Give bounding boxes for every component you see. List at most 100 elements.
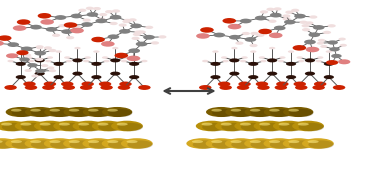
Ellipse shape: [242, 32, 250, 35]
Ellipse shape: [4, 85, 17, 90]
Ellipse shape: [25, 69, 32, 72]
Ellipse shape: [250, 109, 260, 112]
Ellipse shape: [69, 109, 79, 112]
Ellipse shape: [92, 121, 124, 131]
Ellipse shape: [23, 54, 31, 57]
Ellipse shape: [118, 123, 143, 131]
Ellipse shape: [59, 24, 67, 27]
Ellipse shape: [63, 138, 95, 149]
Ellipse shape: [81, 22, 93, 27]
Ellipse shape: [0, 41, 4, 46]
Ellipse shape: [15, 62, 26, 66]
Ellipse shape: [0, 121, 27, 131]
Ellipse shape: [61, 82, 73, 86]
Ellipse shape: [250, 140, 261, 143]
Ellipse shape: [119, 82, 132, 86]
Ellipse shape: [70, 28, 84, 33]
Ellipse shape: [288, 109, 299, 112]
Ellipse shape: [284, 20, 296, 25]
Ellipse shape: [21, 47, 33, 51]
Ellipse shape: [338, 59, 350, 64]
Ellipse shape: [297, 56, 303, 59]
Ellipse shape: [206, 107, 236, 117]
Ellipse shape: [11, 140, 22, 143]
Ellipse shape: [212, 109, 236, 117]
Ellipse shape: [43, 82, 56, 86]
Ellipse shape: [55, 15, 66, 20]
Ellipse shape: [318, 39, 325, 42]
Ellipse shape: [44, 138, 76, 149]
Ellipse shape: [15, 75, 26, 79]
Ellipse shape: [266, 8, 274, 11]
Ellipse shape: [64, 22, 77, 28]
Ellipse shape: [98, 123, 124, 131]
Ellipse shape: [212, 140, 237, 149]
Ellipse shape: [54, 75, 64, 79]
Ellipse shape: [263, 138, 295, 149]
Ellipse shape: [285, 10, 293, 14]
Ellipse shape: [317, 56, 323, 59]
Ellipse shape: [259, 123, 270, 126]
Ellipse shape: [89, 109, 113, 117]
Ellipse shape: [34, 58, 45, 62]
Ellipse shape: [320, 45, 328, 48]
Ellipse shape: [308, 140, 319, 143]
Ellipse shape: [115, 53, 128, 58]
Ellipse shape: [25, 107, 55, 117]
Ellipse shape: [274, 26, 285, 30]
Ellipse shape: [218, 82, 230, 86]
Ellipse shape: [25, 85, 37, 90]
Ellipse shape: [238, 82, 251, 86]
Ellipse shape: [259, 56, 265, 59]
Ellipse shape: [273, 7, 282, 11]
Ellipse shape: [291, 9, 299, 12]
Ellipse shape: [99, 13, 107, 16]
Ellipse shape: [229, 35, 241, 40]
Ellipse shape: [221, 123, 232, 126]
Ellipse shape: [251, 140, 276, 149]
Ellipse shape: [228, 24, 242, 29]
Ellipse shape: [293, 45, 306, 51]
Ellipse shape: [31, 109, 55, 117]
Ellipse shape: [123, 19, 131, 22]
Ellipse shape: [331, 54, 342, 58]
Ellipse shape: [248, 75, 259, 79]
Ellipse shape: [46, 27, 57, 32]
Ellipse shape: [102, 138, 133, 149]
Ellipse shape: [270, 140, 295, 149]
Ellipse shape: [240, 123, 251, 126]
Ellipse shape: [52, 34, 60, 37]
Ellipse shape: [215, 121, 247, 131]
Ellipse shape: [60, 123, 85, 131]
Ellipse shape: [12, 140, 37, 149]
Ellipse shape: [256, 34, 265, 37]
Ellipse shape: [48, 49, 56, 52]
Ellipse shape: [329, 47, 340, 51]
Ellipse shape: [267, 58, 277, 62]
Ellipse shape: [31, 74, 39, 77]
Ellipse shape: [158, 35, 166, 38]
Ellipse shape: [260, 60, 266, 62]
Ellipse shape: [313, 25, 325, 30]
Ellipse shape: [0, 138, 18, 149]
Ellipse shape: [234, 121, 266, 131]
Ellipse shape: [323, 31, 331, 34]
Ellipse shape: [62, 85, 75, 90]
Ellipse shape: [225, 107, 256, 117]
Ellipse shape: [293, 82, 306, 86]
Ellipse shape: [53, 121, 85, 131]
Ellipse shape: [56, 50, 62, 53]
Ellipse shape: [8, 42, 19, 47]
Ellipse shape: [6, 53, 18, 58]
Ellipse shape: [336, 60, 342, 62]
Ellipse shape: [119, 23, 127, 27]
Ellipse shape: [108, 140, 133, 149]
Ellipse shape: [221, 56, 227, 59]
Ellipse shape: [73, 121, 104, 131]
Ellipse shape: [35, 58, 43, 61]
Ellipse shape: [31, 140, 56, 149]
Ellipse shape: [82, 82, 94, 86]
Ellipse shape: [35, 69, 46, 73]
Ellipse shape: [302, 28, 310, 31]
Ellipse shape: [192, 140, 203, 143]
